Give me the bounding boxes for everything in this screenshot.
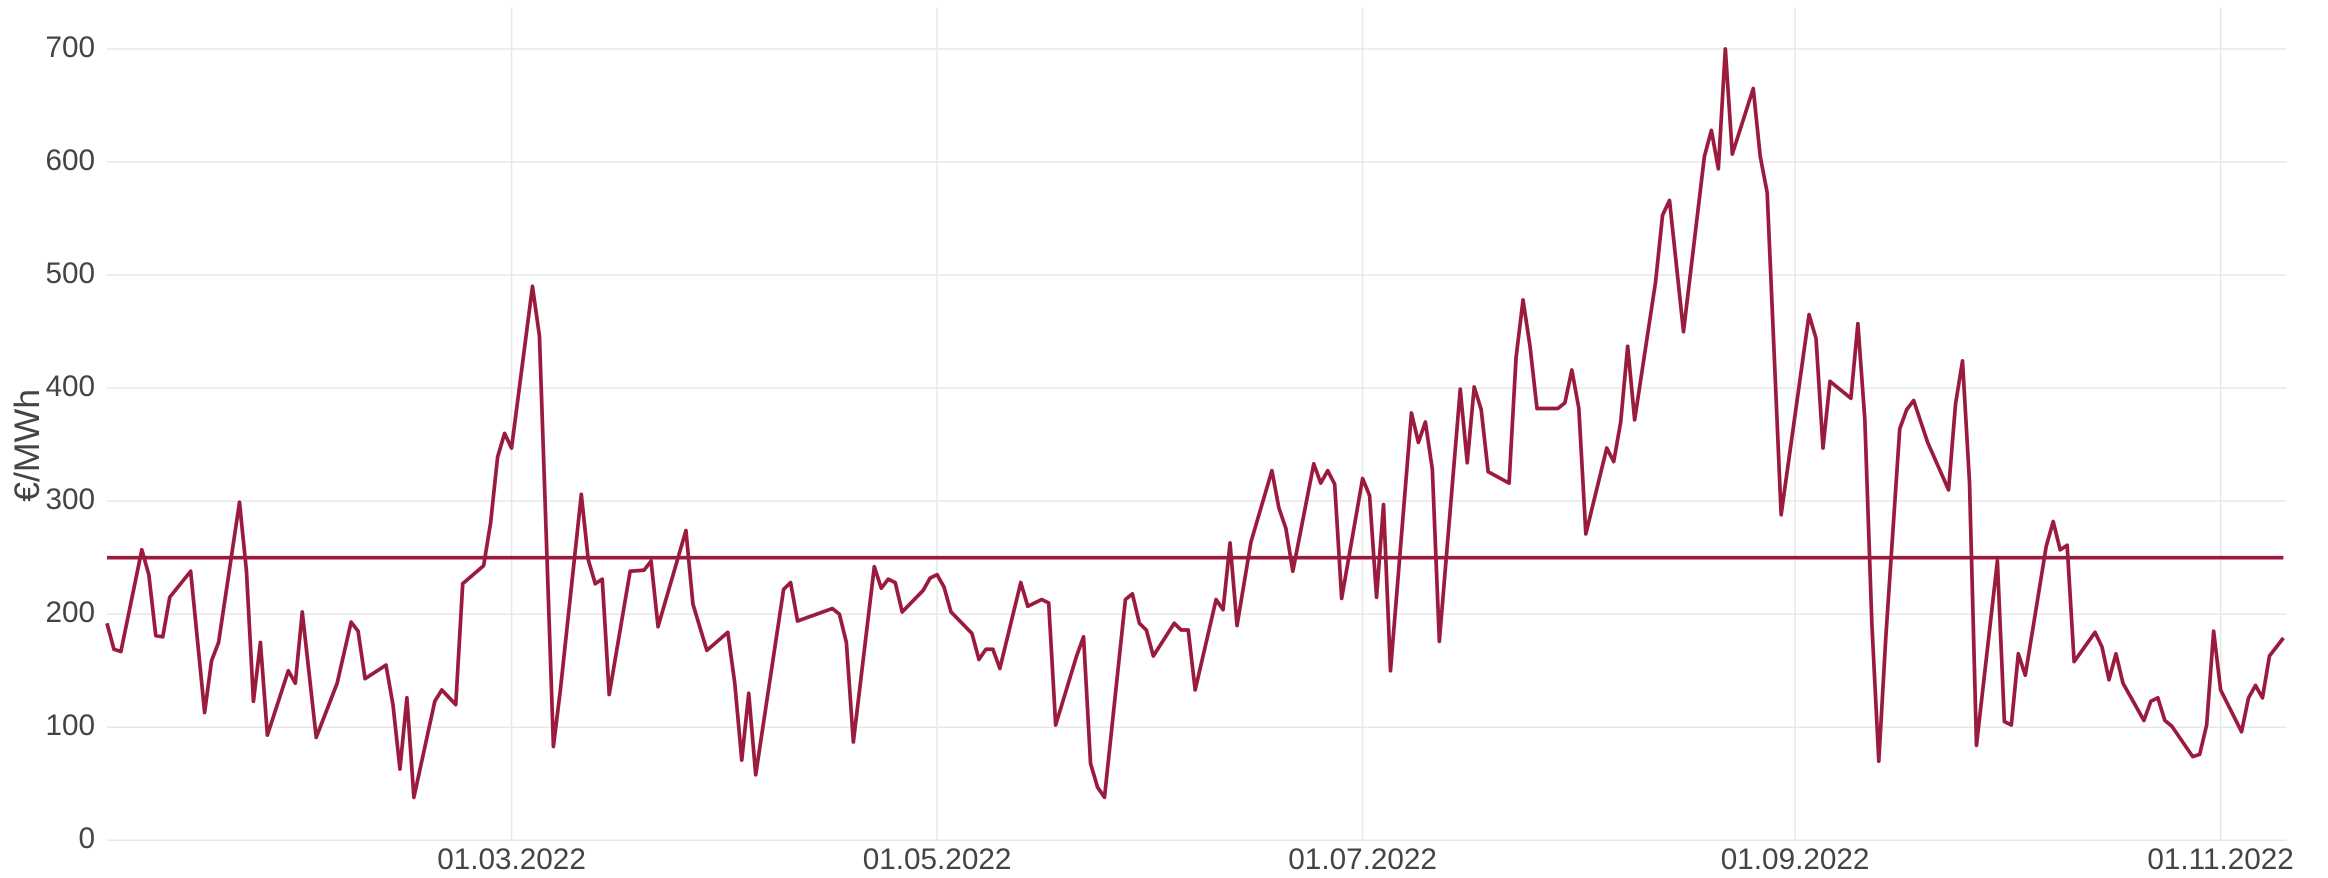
- y-tick-label: 700: [46, 31, 96, 64]
- y-axis-title: €/MWh: [7, 389, 47, 502]
- x-tick-label: 01.05.2022: [863, 843, 1012, 876]
- y-tick-label: 200: [46, 596, 96, 629]
- y-tick-label: 0: [79, 822, 96, 855]
- x-tick-label: 01.03.2022: [437, 843, 586, 876]
- x-tick-label: 01.11.2022: [2147, 843, 2293, 876]
- y-tick-label: 400: [46, 370, 96, 403]
- y-tick-label: 500: [46, 257, 96, 290]
- y-tick-label: 600: [46, 144, 96, 177]
- y-tick-label: 100: [46, 709, 96, 742]
- x-tick-label: 01.07.2022: [1288, 843, 1437, 876]
- data-line: [105, 47, 2285, 800]
- x-tick-label: 01.09.2022: [1721, 843, 1870, 876]
- y-tick-label: 300: [46, 483, 96, 516]
